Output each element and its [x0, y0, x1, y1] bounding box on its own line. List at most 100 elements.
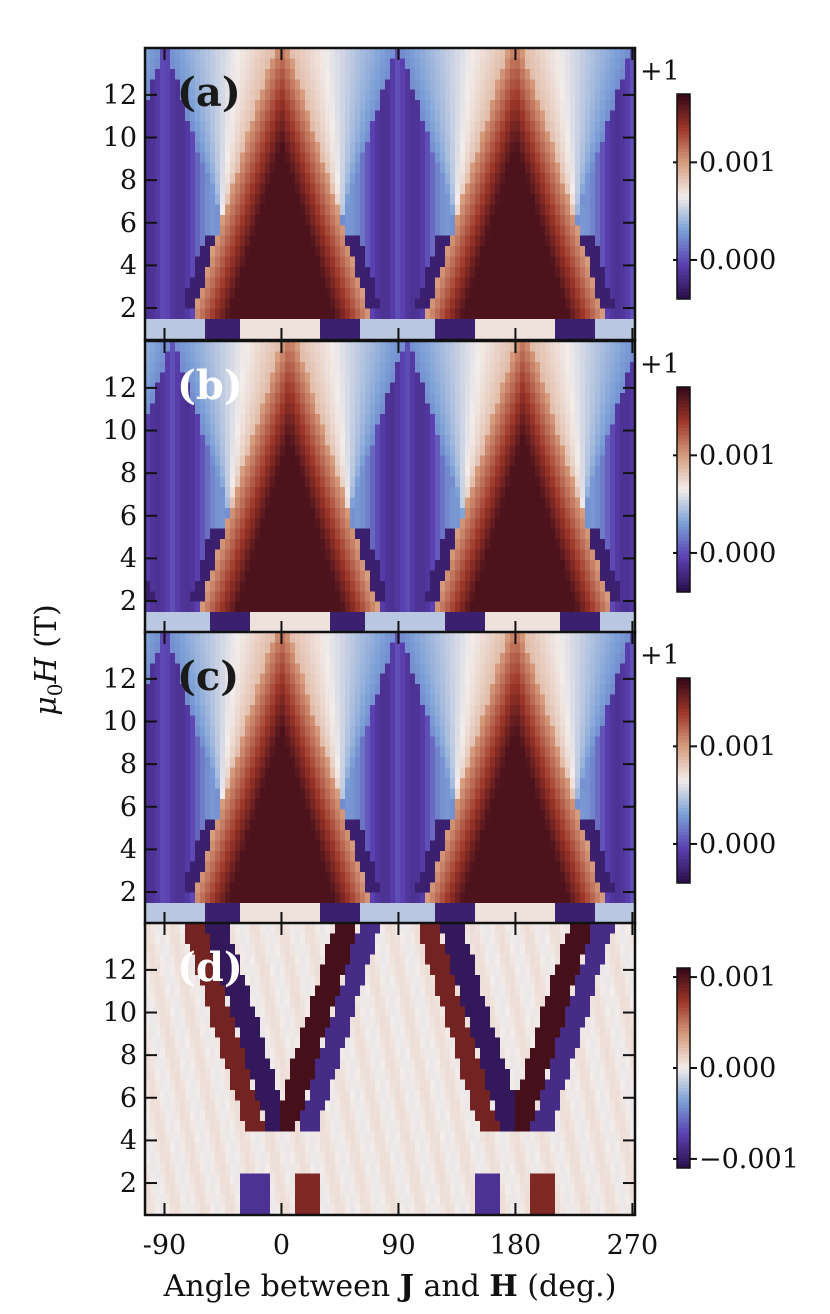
- heatmap-cell: [280, 121, 286, 133]
- heatmap-cell: [615, 214, 621, 226]
- heatmap-cell: [395, 162, 401, 174]
- heatmap-cell: [590, 308, 596, 320]
- heatmap-cell: [280, 445, 286, 457]
- heatmap-cell: [360, 361, 366, 373]
- heatmap-cell: [410, 403, 416, 415]
- heatmap-cell: [565, 214, 571, 226]
- heatmap-cell: [570, 528, 576, 540]
- heatmap-cell: [160, 319, 166, 331]
- heatmap-cell: [335, 570, 341, 582]
- heatmap-cell: [225, 414, 231, 426]
- heatmap-cell: [380, 361, 386, 373]
- heatmap-cell: [465, 319, 471, 331]
- heatmap-cell: [255, 298, 261, 310]
- heatmap-cell: [440, 298, 446, 310]
- heatmap-cell: [385, 68, 391, 80]
- heatmap-cell: [520, 455, 526, 467]
- heatmap-cell: [605, 204, 611, 216]
- heatmap-cell: [580, 110, 586, 122]
- heatmap-cell: [365, 549, 371, 561]
- heatmap-cell: [145, 319, 151, 331]
- heatmap-cell: [285, 497, 291, 509]
- heatmap-cell: [350, 351, 356, 363]
- heatmap-cell: [310, 141, 316, 153]
- heatmap-cell: [225, 560, 231, 572]
- heatmap-cell: [625, 79, 631, 91]
- heatmap-cell: [150, 141, 156, 153]
- heatmap-cell: [295, 539, 301, 551]
- heatmap-cell: [255, 476, 261, 488]
- heatmap-cell: [530, 445, 536, 457]
- heatmap-cell: [565, 121, 571, 133]
- heatmap-cell: [235, 214, 241, 226]
- heatmap-cell: [545, 256, 551, 268]
- heatmap-cell: [160, 382, 166, 394]
- heatmap-cell: [400, 121, 406, 133]
- heatmap-cell: [545, 507, 551, 519]
- heatmap-cell: [530, 507, 536, 519]
- heatmap-cell: [240, 497, 246, 509]
- heatmap-cell: [285, 319, 291, 331]
- heatmap-cell: [420, 372, 426, 384]
- heatmap-cell: [630, 372, 636, 384]
- heatmap-cell: [620, 382, 626, 394]
- heatmap-cell: [610, 48, 616, 60]
- heatmap-cell: [610, 414, 616, 426]
- heatmap-cell: [225, 162, 231, 174]
- heatmap-cell: [145, 518, 151, 530]
- heatmap-cell: [345, 361, 351, 373]
- heatmap-cell: [265, 308, 271, 320]
- heatmap-cell: [335, 121, 341, 133]
- heatmap-cell: [420, 204, 426, 216]
- heatmap-cell: [345, 476, 351, 488]
- heatmap-cell: [380, 507, 386, 519]
- heatmap-cell: [600, 89, 606, 101]
- heatmap-cell: [425, 121, 431, 133]
- heatmap-cell: [410, 277, 416, 289]
- heatmap-cell: [195, 68, 201, 80]
- heatmap-cell: [540, 214, 546, 226]
- heatmap-cell: [620, 549, 626, 561]
- heatmap-cell: [440, 141, 446, 153]
- heatmap-cell: [235, 414, 241, 426]
- heatmap-cell: [215, 121, 221, 133]
- heatmap-cell: [245, 403, 251, 415]
- heatmap-cell: [555, 225, 561, 237]
- heatmap-cell: [540, 246, 546, 258]
- heatmap-cell: [410, 152, 416, 164]
- heatmap-cell: [460, 79, 466, 91]
- heatmap-cell: [545, 100, 551, 112]
- heatmap-cell: [180, 162, 186, 174]
- heatmap-cell: [190, 560, 196, 572]
- heatmap-cell: [295, 298, 301, 310]
- heatmap-cell: [405, 194, 411, 206]
- heatmap-cell: [625, 361, 631, 373]
- heatmap-cell: [555, 361, 561, 373]
- heatmap-cell: [385, 539, 391, 551]
- heatmap-cell: [405, 214, 411, 226]
- heatmap-cell: [180, 403, 186, 415]
- heatmap-cell: [600, 497, 606, 509]
- panel-label: (a): [177, 69, 241, 116]
- heatmap-cell: [305, 351, 311, 363]
- heatmap-cell: [210, 351, 216, 363]
- heatmap-cell: [170, 89, 176, 101]
- heatmap-cell: [440, 48, 446, 60]
- heatmap-cell: [395, 539, 401, 551]
- heatmap-cell: [480, 152, 486, 164]
- heatmap-cell: [160, 277, 166, 289]
- heatmap-cell: [285, 287, 291, 299]
- heatmap-cell: [165, 445, 171, 457]
- heatmap-cell: [545, 393, 551, 405]
- heatmap-cell: [300, 204, 306, 216]
- heatmap-cell: [280, 267, 286, 279]
- heatmap-cell: [390, 267, 396, 279]
- heatmap-cell: [250, 246, 256, 258]
- heatmap-cell: [290, 319, 296, 331]
- heatmap-cell: [330, 277, 336, 289]
- heatmap-cell: [495, 246, 501, 258]
- heatmap-cell: [445, 246, 451, 258]
- heatmap-cell: [170, 414, 176, 426]
- heatmap-cell: [165, 110, 171, 122]
- heatmap-cell: [350, 256, 356, 268]
